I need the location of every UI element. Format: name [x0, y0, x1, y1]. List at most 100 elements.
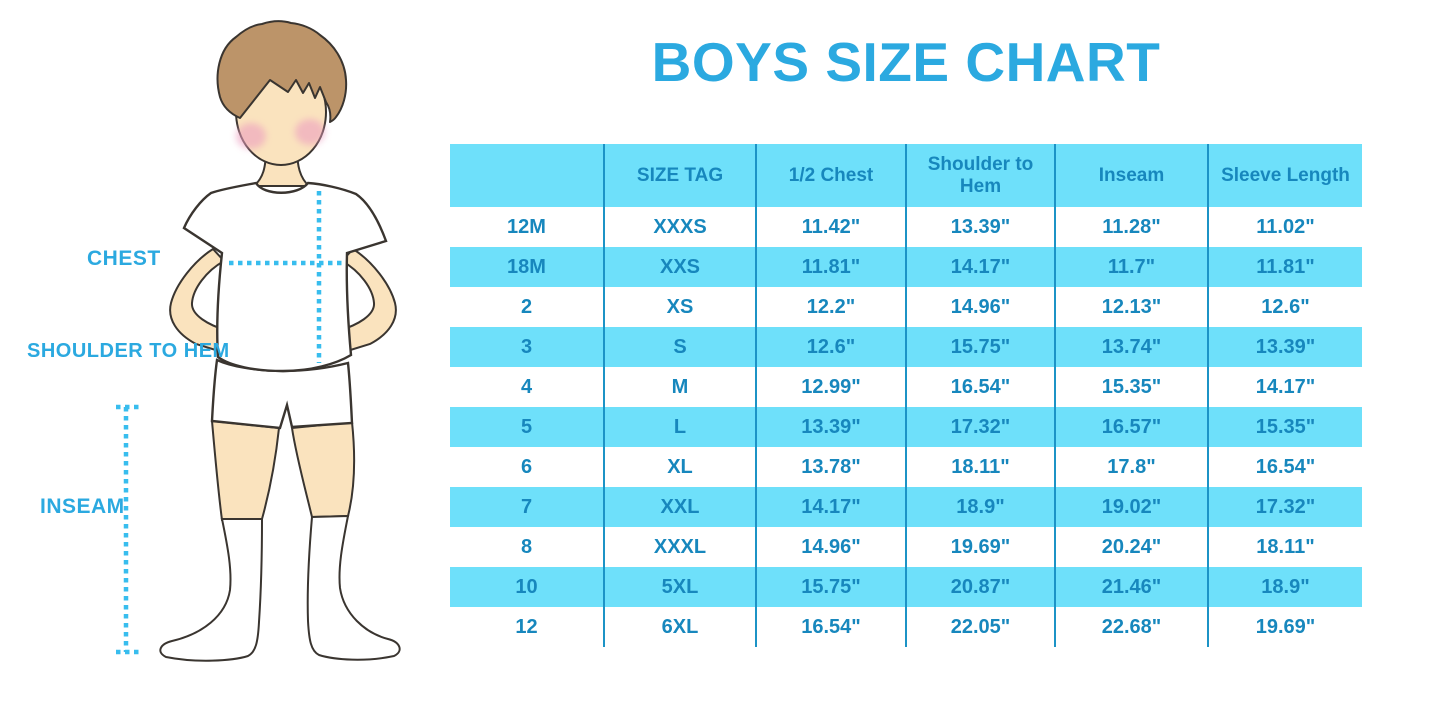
table-cell: 18M	[507, 255, 546, 278]
inseam-measure-line	[116, 404, 141, 655]
header-cell: SIZE TAG	[603, 144, 755, 207]
hair	[216, 20, 348, 123]
left-cheek-blush	[236, 123, 266, 149]
table-cell: 8	[520, 535, 533, 558]
size-table: SIZE TAG 1/2 Chest Shoulder to Hem Inseam Sl…	[450, 144, 1362, 647]
header-cell: Sleeve Length	[1207, 144, 1362, 207]
left-leg	[210, 419, 281, 522]
table-cell: 17.32"	[1207, 487, 1362, 527]
table-cell: 17.8"	[1054, 447, 1207, 487]
table-cell: 13.39"	[755, 407, 905, 447]
table-cell: XXL	[603, 487, 755, 527]
table-row: 2 XS 12.2" 14.96" 12.13" 12.6"	[450, 287, 1362, 327]
table-row: 12M XXXS 11.42" 13.39" 11.28" 11.02"	[450, 207, 1362, 247]
table-cell: 4	[520, 375, 533, 398]
table-cell: 11.7"	[1054, 247, 1207, 287]
table-cell: 18.11"	[905, 447, 1054, 487]
table-row: 6 XL 13.78" 18.11" 17.8" 16.54"	[450, 447, 1362, 487]
table-cell: 6XL	[603, 607, 755, 647]
table-cell: 15.35"	[1207, 407, 1362, 447]
right-leg	[290, 420, 356, 519]
table-cell: 11.02"	[1207, 207, 1362, 247]
table-cell: 21.46"	[1054, 567, 1207, 607]
table-cell: 12	[515, 615, 538, 638]
table-cell: 12.6"	[1207, 287, 1362, 327]
table-cell: XL	[603, 447, 755, 487]
table-cell: 13.39"	[1207, 327, 1362, 367]
table-cell: XXXS	[603, 207, 755, 247]
t-shirt	[182, 181, 388, 373]
table-cell: 5	[520, 415, 533, 438]
table-cell: 5XL	[603, 567, 755, 607]
table-header-row: SIZE TAG 1/2 Chest Shoulder to Hem Inseam Sl…	[450, 144, 1362, 207]
table-row: 7 XXL 14.17" 18.9" 19.02" 17.32"	[450, 487, 1362, 527]
table-cell: 20.87"	[905, 567, 1054, 607]
table-cell: 12M	[507, 215, 546, 238]
table-cell: 20.24"	[1054, 527, 1207, 567]
table-cell: 14.17"	[905, 247, 1054, 287]
table-cell: 12.2"	[755, 287, 905, 327]
table-cell: 18.9"	[905, 487, 1054, 527]
table-cell: 13.78"	[755, 447, 905, 487]
table-cell: 14.17"	[1207, 367, 1362, 407]
table-cell: 14.96"	[755, 527, 905, 567]
table-cell: 15.35"	[1054, 367, 1207, 407]
header-cell	[450, 144, 603, 207]
table-cell: 12.13"	[1054, 287, 1207, 327]
table-row: 12 6XL 16.54" 22.05" 22.68" 19.69"	[450, 607, 1362, 647]
page-title: BOYS SIZE CHART	[651, 31, 1161, 93]
table-row: 3 S 12.6" 15.75" 13.74" 13.39"	[450, 327, 1362, 367]
table-cell: 16.54"	[905, 367, 1054, 407]
table-cell: 14.17"	[755, 487, 905, 527]
table-cell: XXS	[603, 247, 755, 287]
table-cell: 16.54"	[1207, 447, 1362, 487]
table-cell: L	[603, 407, 755, 447]
table-cell: 11.81"	[1207, 247, 1362, 287]
table-cell: 13.39"	[905, 207, 1054, 247]
table-row: 8 XXXL 14.96" 19.69" 20.24" 18.11"	[450, 527, 1362, 567]
table-cell: 11.81"	[755, 247, 905, 287]
table-cell: 15.75"	[755, 567, 905, 607]
inseam-label: INSEAM	[40, 495, 125, 518]
table-cell: 17.32"	[905, 407, 1054, 447]
table-cell: 11.28"	[1054, 207, 1207, 247]
table-cell: 19.69"	[905, 527, 1054, 567]
table-cell: 13.74"	[1054, 327, 1207, 367]
table-row: 5 L 13.39" 17.32" 16.57" 15.35"	[450, 407, 1362, 447]
header-cell: Inseam	[1054, 144, 1207, 207]
table-cell: 12.6"	[755, 327, 905, 367]
shoulder-to-hem-label: SHOULDER TO HEM	[27, 340, 230, 362]
right-sock	[306, 514, 401, 661]
table-cell: 22.05"	[905, 607, 1054, 647]
header-cell: Shoulder to Hem	[905, 144, 1054, 207]
table-cell: 2	[520, 295, 533, 318]
boy-illustration	[116, 20, 401, 662]
table-cell: 11.42"	[755, 207, 905, 247]
header-cell: 1/2 Chest	[755, 144, 905, 207]
table-cell: XS	[603, 287, 755, 327]
right-cheek-blush	[295, 119, 325, 145]
table-cell: 15.75"	[905, 327, 1054, 367]
table-cell: 14.96"	[905, 287, 1054, 327]
table-cell: 16.54"	[755, 607, 905, 647]
table-cell: 6	[520, 455, 533, 478]
table-cell: 16.57"	[1054, 407, 1207, 447]
table-row: 4 M 12.99" 16.54" 15.35" 14.17"	[450, 367, 1362, 407]
table-cell: 7	[520, 495, 533, 518]
table-cell: 19.69"	[1207, 607, 1362, 647]
table-cell: 18.11"	[1207, 527, 1362, 567]
table-cell: M	[603, 367, 755, 407]
table-cell: 18.9"	[1207, 567, 1362, 607]
table-row: 10 5XL 15.75" 20.87" 21.46" 18.9"	[450, 567, 1362, 607]
table-row: 18M XXS 11.81" 14.17" 11.7" 11.81"	[450, 247, 1362, 287]
table-cell: XXXL	[603, 527, 755, 567]
table-cell: S	[603, 327, 755, 367]
left-sock	[159, 518, 264, 662]
table-cell: 12.99"	[755, 367, 905, 407]
table-cell: 10	[515, 575, 538, 598]
table-cell: 3	[520, 335, 533, 358]
measurement-figure: CHEST SHOULDER TO HEM INSEAM	[0, 0, 450, 723]
chest-label: CHEST	[87, 247, 161, 270]
table-cell: 19.02"	[1054, 487, 1207, 527]
